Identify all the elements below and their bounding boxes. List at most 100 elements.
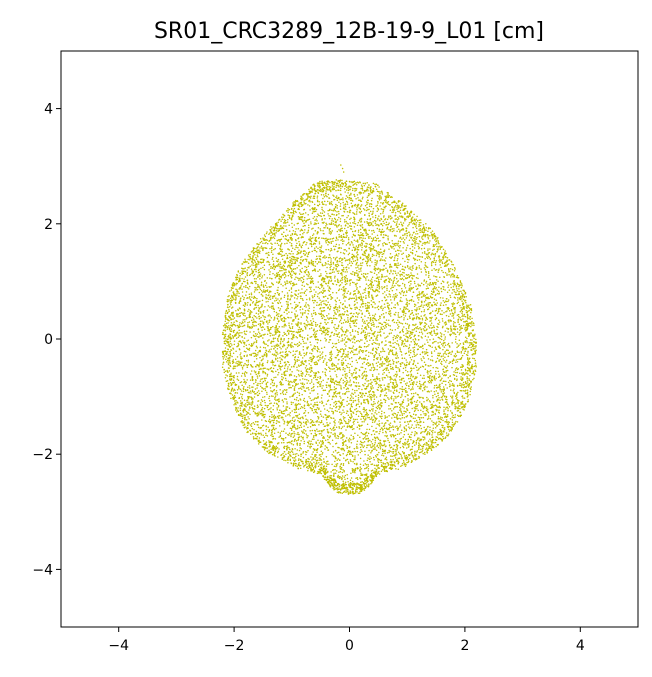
- scatter-point: [254, 388, 257, 390]
- scatter-point: [334, 403, 337, 406]
- scatter-point: [275, 402, 278, 405]
- scatter-point: [263, 289, 265, 291]
- scatter-point: [324, 289, 326, 292]
- scatter-point: [450, 389, 452, 391]
- scatter-point: [289, 283, 292, 285]
- scatter-point: [253, 264, 255, 266]
- scatter-point: [330, 232, 333, 234]
- scatter-point: [254, 393, 256, 395]
- scatter-point: [427, 276, 430, 278]
- scatter-point: [311, 324, 314, 327]
- scatter-point: [336, 297, 339, 299]
- scatter-point: [343, 339, 346, 341]
- scatter-point: [418, 382, 421, 385]
- scatter-point: [258, 366, 260, 368]
- scatter-point: [279, 247, 281, 250]
- scatter-point: [288, 230, 291, 232]
- scatter-point: [458, 283, 460, 286]
- scatter-point: [453, 276, 456, 278]
- scatter-point: [312, 197, 315, 199]
- scatter-point: [345, 437, 348, 439]
- scatter-point: [373, 341, 375, 344]
- scatter-point: [338, 426, 340, 428]
- scatter-point: [436, 292, 439, 295]
- scatter-point: [280, 253, 282, 256]
- scatter-point: [262, 242, 264, 245]
- scatter-point: [382, 307, 384, 310]
- scatter-point: [444, 436, 447, 438]
- scatter-point: [386, 218, 389, 221]
- scatter-point: [369, 439, 371, 442]
- scatter-point: [403, 334, 405, 337]
- scatter-point: [263, 407, 266, 410]
- scatter-point: [444, 272, 447, 274]
- scatter-point: [454, 338, 457, 340]
- scatter-point: [318, 424, 320, 426]
- scatter-point: [360, 472, 362, 474]
- scatter-point: [342, 267, 345, 269]
- scatter-point: [238, 329, 240, 332]
- scatter-point: [435, 279, 438, 281]
- scatter-point: [365, 431, 368, 434]
- scatter-point: [383, 303, 386, 305]
- scatter-point: [353, 427, 355, 430]
- scatter-point: [376, 423, 378, 425]
- scatter-point: [433, 268, 435, 270]
- scatter-point: [379, 315, 381, 318]
- scatter-point: [300, 435, 302, 438]
- scatter-point: [382, 252, 385, 255]
- scatter-point: [334, 343, 336, 345]
- scatter-point: [301, 363, 303, 365]
- scatter-point: [325, 364, 328, 366]
- scatter-point: [451, 419, 454, 421]
- scatter-point: [329, 230, 332, 233]
- scatter-point: [362, 318, 364, 321]
- scatter-point: [314, 401, 316, 404]
- scatter-point: [352, 371, 355, 374]
- scatter-point: [417, 302, 419, 304]
- scatter-point: [367, 402, 370, 405]
- scatter-point: [354, 229, 357, 232]
- scatter-point: [355, 359, 358, 362]
- scatter-point: [417, 277, 419, 280]
- scatter-point: [339, 470, 342, 473]
- scatter-point: [354, 418, 357, 421]
- scatter-point: [358, 312, 360, 315]
- scatter-point: [275, 399, 277, 401]
- scatter-point: [392, 383, 395, 386]
- scatter-point: [337, 383, 339, 386]
- scatter-point: [406, 361, 408, 363]
- scatter-point: [367, 379, 370, 382]
- scatter-point: [384, 415, 386, 417]
- scatter-point: [305, 373, 308, 376]
- scatter-point: [269, 326, 272, 329]
- scatter-point: [411, 277, 414, 280]
- scatter-point: [273, 316, 276, 318]
- scatter-point: [384, 281, 386, 283]
- scatter-point: [318, 461, 320, 464]
- scatter-point: [384, 198, 387, 200]
- scatter-point: [325, 256, 328, 259]
- scatter-point: [322, 314, 325, 317]
- scatter-point: [293, 423, 295, 425]
- scatter-point: [449, 417, 452, 420]
- scatter-point: [303, 432, 306, 434]
- scatter-point: [272, 253, 274, 256]
- scatter-point: [269, 273, 271, 276]
- scatter-point: [421, 377, 424, 380]
- scatter-point: [243, 297, 245, 299]
- scatter-point: [419, 256, 421, 258]
- scatter-point: [274, 357, 277, 360]
- scatter-point: [402, 399, 405, 401]
- scatter-point: [366, 446, 368, 449]
- scatter-point: [272, 415, 275, 418]
- scatter-point: [418, 331, 421, 334]
- scatter-point: [323, 211, 326, 213]
- scatter-point: [415, 227, 418, 230]
- scatter-point: [383, 384, 386, 386]
- scatter-point: [288, 374, 291, 377]
- scatter-point: [314, 249, 317, 252]
- scatter-point: [357, 333, 359, 336]
- scatter-point: [361, 313, 363, 315]
- scatter-point: [353, 353, 355, 356]
